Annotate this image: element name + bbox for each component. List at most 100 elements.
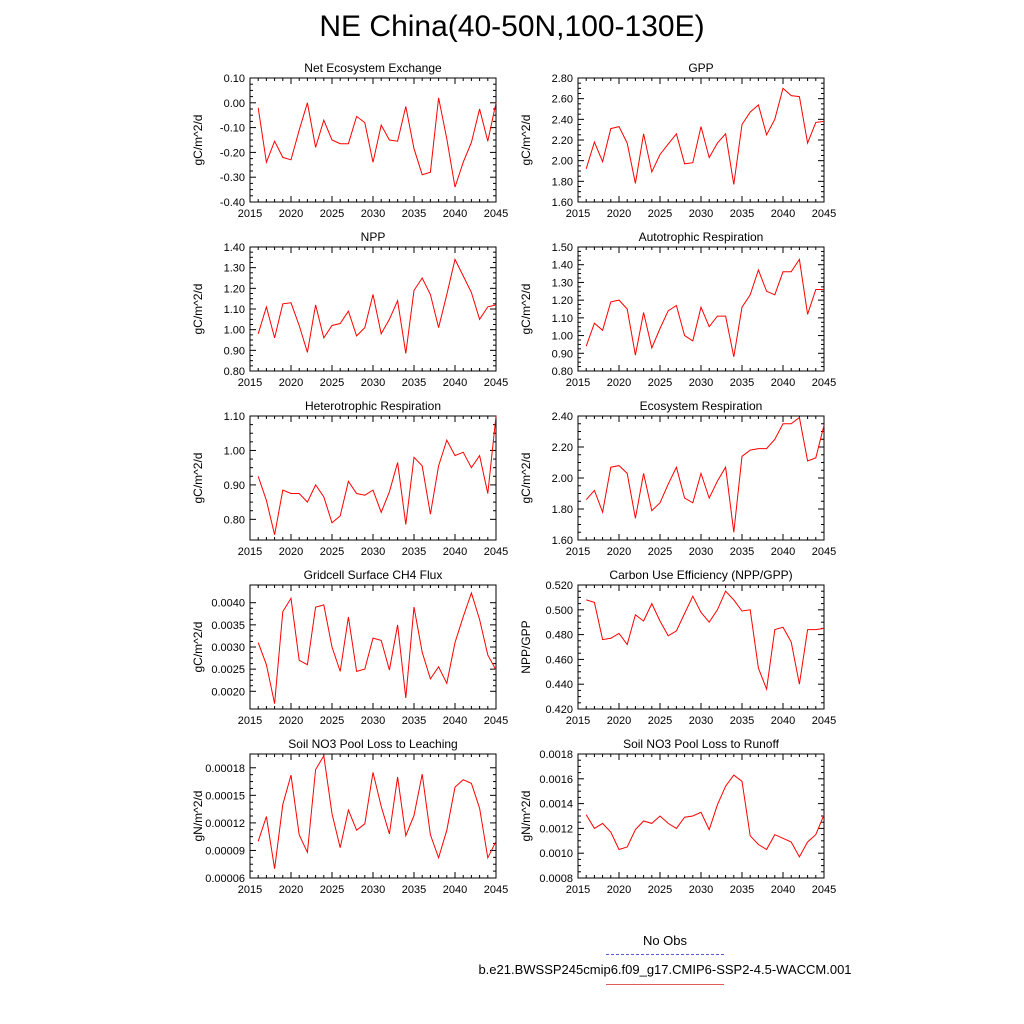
plot-gpp-xtick-label: 2040 xyxy=(771,208,795,220)
plot-gridcell-surface-ch4-flux-xtick-label: 2035 xyxy=(402,715,426,727)
plot-gpp-xtick-label: 2025 xyxy=(648,208,672,220)
plot-carbon-use-efficiency-npp-gpp-ytick-label: 0.420 xyxy=(545,704,573,716)
plot-npp-ytick-label: 0.80 xyxy=(224,366,245,378)
plot-carbon-use-efficiency-npp-gpp-ylabel: NPP/GPP xyxy=(519,620,533,673)
plot-heterotrophic-respiration-ytick-label: 1.10 xyxy=(224,411,245,423)
plot-heterotrophic-respiration-xtick-label: 2025 xyxy=(320,546,344,558)
plot-ecosystem-respiration-ytick-label: 2.00 xyxy=(552,473,573,485)
legend-case-label: b.e21.BWSSP245cmip6.f09_g17.CMIP6-SSP2-4… xyxy=(478,962,852,977)
plot-gpp-ylabel: gC/m^2/d xyxy=(519,115,533,166)
plot-gridcell-surface-ch4-flux-xtick-label: 2025 xyxy=(320,715,344,727)
plot-heterotrophic-respiration-ylabel: gC/m^2/d xyxy=(191,453,205,504)
plot-gpp-title: GPP xyxy=(688,61,713,75)
plot-gpp-series-line xyxy=(585,87,825,185)
plot-carbon-use-efficiency-npp-gpp-xtick-label: 2015 xyxy=(566,715,590,727)
plot-gridcell-surface-ch4-flux-ytick-label: 0.0035 xyxy=(211,620,245,632)
plot-gpp-ytick-label: 2.00 xyxy=(552,156,573,168)
plot-ecosystem-respiration-ytick-label: 2.20 xyxy=(552,442,573,454)
plot-npp-title: NPP xyxy=(361,230,386,244)
plot-soil-no3-pool-loss-to-leaching-xtick-label: 2045 xyxy=(484,884,508,896)
legend-obs-label: No Obs xyxy=(642,933,688,948)
plot-carbon-use-efficiency-npp-gpp-frame xyxy=(577,584,825,710)
plot-soil-no3-pool-loss-to-runoff-title: Soil NO3 Pool Loss to Runoff xyxy=(623,737,780,751)
plot-ecosystem-respiration-xtick-label: 2015 xyxy=(566,546,590,558)
plot-soil-no3-pool-loss-to-runoff-ytick-label: 0.0010 xyxy=(539,848,573,860)
plot-gpp-xtick-label: 2030 xyxy=(689,208,713,220)
plot-carbon-use-efficiency-npp-gpp-xtick-label: 2030 xyxy=(689,715,713,727)
plot-soil-no3-pool-loss-to-runoff-ytick-label: 0.0016 xyxy=(539,774,573,786)
plot-gridcell-surface-ch4-flux-xtick-label: 2015 xyxy=(238,715,262,727)
plot-npp-xtick-label: 2030 xyxy=(361,377,385,389)
plot-net-ecosystem-exchange-ytick-label: -0.10 xyxy=(220,123,245,135)
plot-net-ecosystem-exchange-xtick-label: 2045 xyxy=(484,208,508,220)
plot-npp-ytick-label: 1.10 xyxy=(224,304,245,316)
plot-ecosystem-respiration-ylabel: gC/m^2/d xyxy=(519,453,533,504)
plot-carbon-use-efficiency-npp-gpp-title: Carbon Use Efficiency (NPP/GPP) xyxy=(609,568,792,582)
plot-net-ecosystem-exchange-frame xyxy=(249,77,497,203)
plot-autotrophic-respiration-xtick-label: 2035 xyxy=(730,377,754,389)
plot-heterotrophic-respiration-series-line xyxy=(257,415,497,535)
plot-carbon-use-efficiency-npp-gpp-ytick-label: 0.440 xyxy=(545,679,573,691)
plot-ecosystem-respiration-xtick-label: 2040 xyxy=(771,546,795,558)
plot-autotrophic-respiration-xtick-label: 2030 xyxy=(689,377,713,389)
plot-autotrophic-respiration-xtick-label: 2020 xyxy=(607,377,631,389)
legend-case-line xyxy=(606,984,724,985)
plot-heterotrophic-respiration-xtick-label: 2030 xyxy=(361,546,385,558)
plot-gridcell-surface-ch4-flux: Gridcell Surface CH4 Flux gC/m^2/d 2015 202… xyxy=(191,568,508,727)
plot-soil-no3-pool-loss-to-leaching-xtick-label: 2030 xyxy=(361,884,385,896)
plot-net-ecosystem-exchange-ytick-label: -0.40 xyxy=(220,197,245,209)
plot-net-ecosystem-exchange-ytick-label: -0.30 xyxy=(220,172,245,184)
plot-soil-no3-pool-loss-to-runoff-ytick-label: 0.0008 xyxy=(539,873,573,885)
plot-gpp-frame xyxy=(577,77,825,203)
plot-soil-no3-pool-loss-to-leaching-xtick-label: 2025 xyxy=(320,884,344,896)
plot-carbon-use-efficiency-npp-gpp-xtick-label: 2020 xyxy=(607,715,631,727)
plot-npp-series-line xyxy=(257,257,497,354)
plot-gpp: GPP gC/m^2/d 2015 2020 2025 2030 2035 2040 2045 1… xyxy=(519,61,836,220)
plot-gridcell-surface-ch4-flux-xtick-label: 2040 xyxy=(443,715,467,727)
plot-npp-xtick-label: 2015 xyxy=(238,377,262,389)
plot-gpp-xtick-label: 2020 xyxy=(607,208,631,220)
plot-soil-no3-pool-loss-to-leaching-ytick-label: 0.00006 xyxy=(205,873,245,885)
plot-soil-no3-pool-loss-to-leaching-ytick-label: 0.00015 xyxy=(205,790,245,802)
plot-ecosystem-respiration-xtick-label: 2025 xyxy=(648,546,672,558)
plot-net-ecosystem-exchange-ylabel: gC/m^2/d xyxy=(191,115,205,166)
plot-soil-no3-pool-loss-to-runoff-ytick-label: 0.0012 xyxy=(539,823,573,835)
plot-heterotrophic-respiration-ytick-label: 1.00 xyxy=(224,445,245,457)
plot-ecosystem-respiration-ytick-label: 1.60 xyxy=(552,535,573,547)
main-title: NE China(40-50N,100-130E) xyxy=(319,10,705,43)
plot-ecosystem-respiration-title: Ecosystem Respiration xyxy=(640,399,763,413)
plot-npp-ytick-label: 1.00 xyxy=(224,325,245,337)
plot-heterotrophic-respiration-xtick-label: 2015 xyxy=(238,546,262,558)
plot-npp-ylabel: gC/m^2/d xyxy=(191,284,205,335)
plot-heterotrophic-respiration-ytick-label: 0.90 xyxy=(224,480,245,492)
plot-autotrophic-respiration-ytick-label: 0.90 xyxy=(552,348,573,360)
plot-npp-ytick-label: 1.30 xyxy=(224,263,245,275)
plot-gpp-ytick-label: 2.20 xyxy=(552,135,573,147)
plot-ecosystem-respiration-series-line xyxy=(585,416,825,533)
plot-gridcell-surface-ch4-flux-series-line xyxy=(257,591,497,704)
plot-npp-ytick-label: 1.40 xyxy=(224,242,245,254)
plot-npp-frame xyxy=(249,246,497,372)
plot-gpp-xtick-label: 2035 xyxy=(730,208,754,220)
legend-obs-line xyxy=(606,954,724,955)
plot-soil-no3-pool-loss-to-leaching-xtick-label: 2020 xyxy=(279,884,303,896)
plot-net-ecosystem-exchange-xtick-label: 2035 xyxy=(402,208,426,220)
plot-carbon-use-efficiency-npp-gpp-ytick-label: 0.520 xyxy=(545,580,573,592)
plot-soil-no3-pool-loss-to-leaching-ytick-label: 0.00018 xyxy=(205,763,245,775)
plot-autotrophic-respiration-xtick-label: 2015 xyxy=(566,377,590,389)
plot-ecosystem-respiration-frame xyxy=(577,415,825,541)
plot-soil-no3-pool-loss-to-runoff-xtick-label: 2035 xyxy=(730,884,754,896)
plot-gpp-ytick-label: 2.40 xyxy=(552,114,573,126)
plot-soil-no3-pool-loss-to-leaching-title: Soil NO3 Pool Loss to Leaching xyxy=(288,737,457,751)
plot-npp-xtick-label: 2040 xyxy=(443,377,467,389)
plot-autotrophic-respiration-ytick-label: 0.80 xyxy=(552,366,573,378)
plot-gridcell-surface-ch4-flux-xtick-label: 2045 xyxy=(484,715,508,727)
plot-heterotrophic-respiration-title: Heterotrophic Respiration xyxy=(305,399,441,413)
plot-heterotrophic-respiration-xtick-label: 2020 xyxy=(279,546,303,558)
plot-ecosystem-respiration-xtick-label: 2020 xyxy=(607,546,631,558)
plot-gridcell-surface-ch4-flux-ytick-label: 0.0030 xyxy=(211,642,245,654)
plot-autotrophic-respiration-ytick-label: 1.40 xyxy=(552,260,573,272)
plot-ecosystem-respiration-ytick-label: 2.40 xyxy=(552,411,573,423)
plot-net-ecosystem-exchange-xtick-label: 2040 xyxy=(443,208,467,220)
